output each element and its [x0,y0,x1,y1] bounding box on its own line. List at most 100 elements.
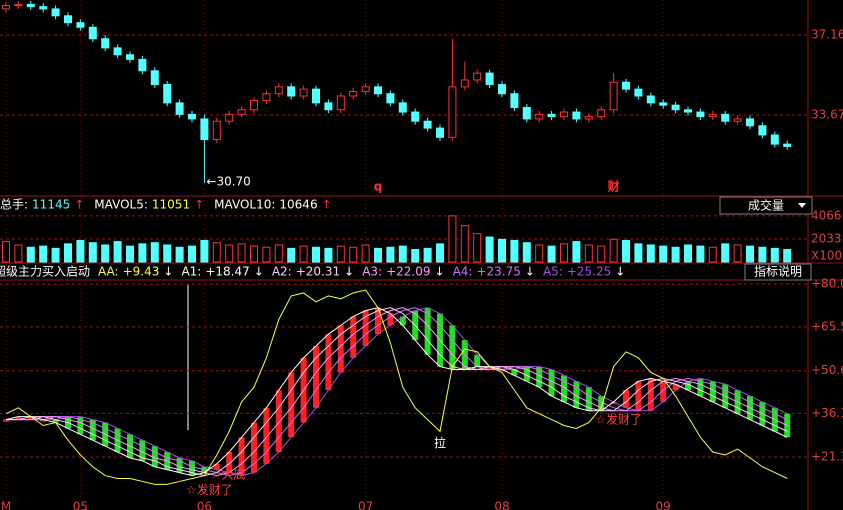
candle-body [26,3,35,8]
y-tick-label: +80.0 [811,277,843,291]
candle-body [696,111,705,118]
volume-bar [622,239,630,263]
readout-value: +20.31 [296,265,340,279]
readout-name: A3: [362,265,382,279]
volume-bar [250,245,258,263]
candle-body [250,100,258,111]
signal-bar [709,381,716,402]
x-tick-label: 07 [358,500,373,510]
volume-bar [299,245,308,263]
volume-bar [485,236,494,263]
volume-bar [609,238,618,263]
volume-bar [225,244,234,263]
readout-arrow: ↓ [615,265,625,279]
dropdown-arrow[interactable] [798,203,806,208]
x-tick-label: 08 [494,500,509,510]
candle-body [671,104,680,111]
help-label[interactable]: 指标说明 [754,264,802,279]
signal-bar [585,387,592,411]
volume-selector[interactable]: 成交量 [719,196,813,215]
volume-bar [126,245,134,263]
candle-body [609,81,618,111]
volume-bar [684,244,692,263]
selector-box[interactable] [719,196,813,215]
y-tick-label: 37.16 [811,28,843,42]
volume-bar [770,247,779,263]
volume-bar [411,249,420,263]
candle-body [138,58,147,72]
signal-bar [623,390,629,408]
volume-bar [646,244,655,263]
readout-name: MAVOL10: [214,198,275,212]
candle-body [473,72,482,81]
candle-body [510,93,519,108]
volume-bar [88,242,97,263]
volume-bar [448,215,457,263]
readout-arrow: ↓ [163,265,173,279]
readout-name: MAVOL5: [94,198,148,212]
y-tick-label: +21.3 [811,450,843,464]
volume-bar [423,247,432,263]
candle-body [460,79,469,88]
volume-bar [138,243,147,263]
signal-annotation: 拉 [434,435,446,450]
volume-bar [237,243,246,263]
signal-bar [77,416,84,435]
signal-bar [697,378,704,397]
signal-bar [672,384,679,391]
candle-body [708,113,717,118]
indicator-line [5,289,788,485]
candle-body [188,113,196,120]
candle-body [113,47,122,56]
candle-body [39,6,48,10]
indicator-help[interactable]: 指标说明 [744,263,812,281]
candle-body [361,86,370,92]
indicator-line [6,307,788,477]
indicator-line [6,307,788,477]
readout-value: 10646 [279,198,317,212]
volume-bar [733,244,742,263]
volume-bar [312,246,320,263]
signal-annotation: ☆发财了 [595,411,642,426]
candle-body [64,15,72,24]
volume-bar [336,245,345,263]
volume-bar [746,245,754,263]
signal-bar [337,325,344,373]
volume-bar [374,247,382,263]
readout-value: +9.43 [123,265,160,279]
signal-bar [52,419,59,423]
candle-body [312,88,320,104]
readout-value: +22.09 [386,265,430,279]
candle-body [758,125,767,136]
candle-body [646,95,655,104]
volume-bar [671,246,680,263]
volume-bar [473,233,482,263]
x-tick-label: 06 [197,500,212,510]
candle-body [770,134,779,145]
signal-bar [536,366,543,388]
help-button[interactable] [744,263,812,281]
candle-body [237,109,246,115]
signal-bar [635,381,642,411]
signal-bar [449,325,456,370]
signal-bar [213,463,220,470]
signal-bar [548,369,555,397]
signal-bar [251,422,257,473]
candle-body [336,95,345,111]
volume-bar [783,249,792,263]
x-tick-label: 05 [73,500,88,510]
candle-body [733,118,742,122]
signal-annotation: ☆大底 [211,466,246,481]
readout-arrow: ↓ [344,265,354,279]
readout-value: +25.25 [567,265,611,279]
candle-body [746,118,754,127]
volume-bar [76,239,85,263]
signal-bar [288,372,295,438]
signal-bar [375,307,381,335]
candle-body [374,86,382,95]
y-tick-label: 33.67 [811,108,843,122]
readout-arrow: ↑ [194,198,204,212]
selector-label[interactable]: 成交量 [748,198,784,213]
readout-name: A2: [272,265,292,279]
volume-bar [64,243,72,263]
